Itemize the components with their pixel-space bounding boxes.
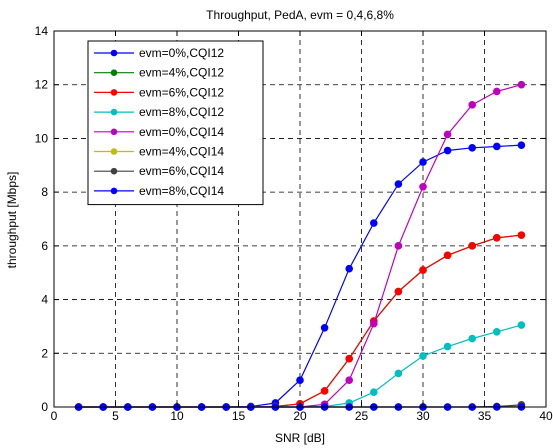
data-point	[394, 369, 403, 378]
legend: evm=0%,CQI12 evm=4%,CQI12 evm=6%,CQI12 evm=…	[87, 40, 264, 206]
data-point	[517, 80, 526, 89]
y-tick-label: 10	[35, 131, 49, 145]
legend-item: evm=6%,CQI14	[94, 164, 224, 178]
x-tick-label: 15	[232, 409, 246, 423]
data-point	[320, 323, 329, 332]
y-tick-label: 4	[41, 293, 48, 307]
legend-box	[87, 40, 264, 206]
data-point	[419, 182, 427, 191]
legend-item: evm=0%,CQI14	[94, 125, 224, 139]
legend-item: evm=4%,CQI12	[94, 66, 224, 80]
data-point	[370, 219, 378, 227]
x-tick-label: 20	[293, 409, 307, 423]
data-point	[443, 251, 452, 260]
data-point	[320, 387, 329, 395]
data-point	[493, 87, 501, 96]
data-point	[394, 180, 403, 188]
data-point	[468, 242, 477, 250]
x-tick-label: 10	[170, 409, 184, 423]
data-point	[468, 334, 477, 343]
y-tick-label: 12	[35, 78, 49, 92]
data-point	[419, 158, 427, 166]
y-tick-label: 6	[41, 239, 48, 253]
y-tick-label: 14	[35, 24, 49, 38]
x-axis-label: SNR [dB]	[275, 431, 325, 445]
data-point	[296, 376, 304, 384]
y-tick-label: 2	[41, 346, 48, 360]
data-point	[394, 287, 403, 296]
x-tick-label: 25	[355, 409, 369, 423]
legend-marker	[110, 167, 118, 175]
data-point	[443, 342, 452, 351]
legend-marker	[110, 128, 118, 136]
data-point	[370, 319, 378, 328]
x-tick-label: 40	[539, 409, 553, 423]
data-point	[517, 231, 526, 239]
data-point	[419, 266, 427, 274]
legend-label: evm=4%,CQI14	[139, 145, 224, 159]
data-point	[493, 234, 501, 242]
data-point	[443, 146, 452, 155]
x-tick-label: 30	[416, 409, 430, 423]
y-tick-label: 8	[41, 185, 48, 199]
legend-label: evm=6%,CQI12	[139, 85, 224, 99]
legend-label: evm=8%,CQI14	[139, 184, 224, 198]
data-point	[493, 142, 501, 151]
data-point	[345, 264, 354, 273]
legend-marker	[110, 187, 118, 195]
data-point	[345, 376, 354, 384]
legend-item: evm=0%,CQI12	[94, 46, 224, 60]
legend-marker	[110, 69, 118, 76]
legend-marker	[110, 89, 118, 96]
x-tick-label: 35	[478, 409, 492, 423]
x-tick-label: 5	[112, 409, 119, 423]
data-point	[419, 352, 427, 360]
data-point	[517, 321, 526, 329]
legend-item: evm=8%,CQI12	[94, 105, 224, 119]
data-point	[394, 242, 403, 250]
x-tick-label: 0	[51, 409, 58, 423]
data-point	[345, 354, 354, 363]
data-point	[468, 144, 477, 152]
legend-item: evm=6%,CQI12	[94, 85, 224, 99]
legend-label: evm=8%,CQI12	[139, 105, 224, 119]
legend-label: evm=6%,CQI14	[139, 164, 224, 178]
chart-title: Throughput, PedA, evm = 0,4,6,8%	[206, 8, 394, 22]
data-point	[370, 388, 378, 397]
legend-marker	[110, 49, 118, 57]
legend-label: evm=0%,CQI12	[139, 46, 224, 60]
axis-ticks: 0 5 10 15 20 25 30 35 40 0 2 4 6 8 10 12 14	[35, 24, 553, 423]
y-axis-label: throughput [Mbps]	[5, 172, 19, 269]
legend-item: evm=8%,CQI14	[94, 184, 224, 198]
legend-label: evm=0%,CQI14	[139, 125, 224, 139]
legend-item: evm=4%,CQI14	[94, 145, 224, 159]
y-tick-label: 0	[41, 400, 48, 414]
legend-marker	[110, 108, 118, 116]
data-point	[493, 328, 501, 336]
legend-marker	[110, 148, 118, 155]
legend-label: evm=4%,CQI12	[139, 66, 224, 80]
data-point	[468, 101, 477, 109]
data-point	[443, 130, 452, 139]
data-point	[517, 141, 526, 149]
